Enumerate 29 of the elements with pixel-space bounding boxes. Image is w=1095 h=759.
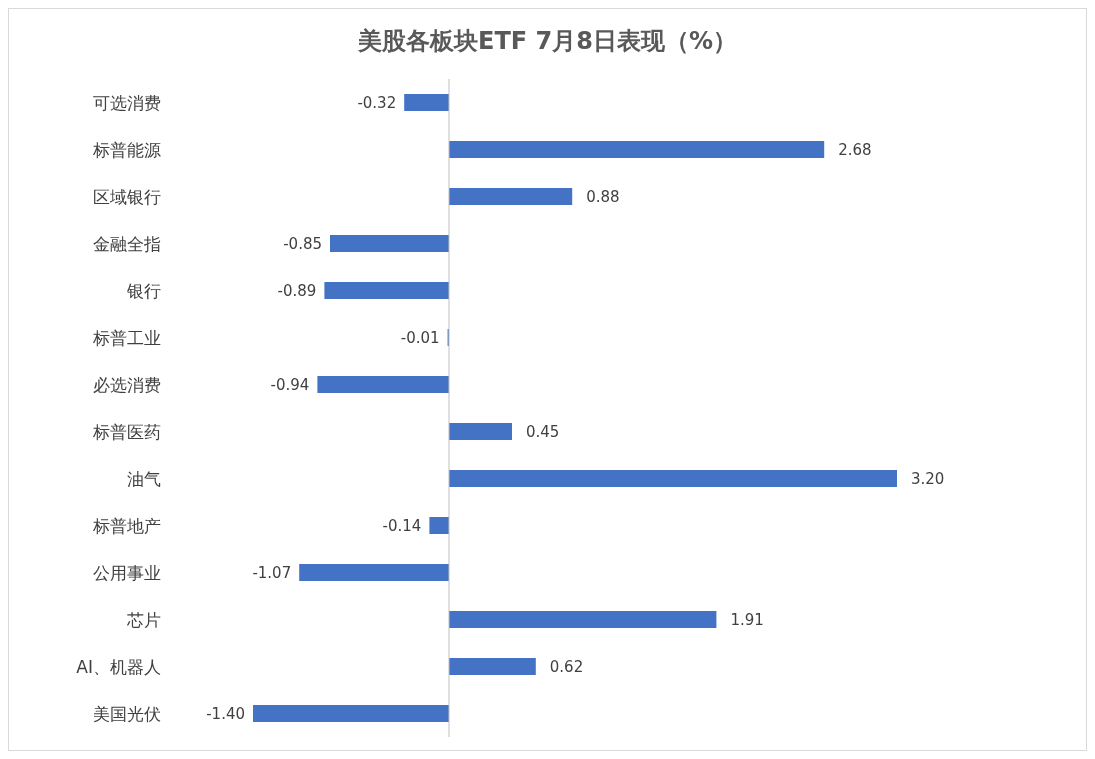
y-tick-label: 芯片 — [126, 609, 161, 630]
y-tick-label: 公用事业 — [93, 562, 161, 583]
data-label: 0.62 — [549, 657, 584, 676]
y-tick-label: 金融全指 — [93, 233, 161, 254]
data-label: -1.40 — [206, 704, 245, 723]
data-label: -0.85 — [283, 234, 322, 253]
y-tick-label: AI、机器人 — [76, 656, 161, 677]
data-label: -0.14 — [382, 516, 422, 535]
y-tick-label: 美国光伏 — [93, 703, 161, 724]
data-label: 3.20 — [911, 469, 945, 488]
y-tick-label: 油气 — [127, 468, 161, 489]
y-tick-label: 标普能源 — [92, 139, 161, 160]
y-tick-label: 标普地产 — [92, 515, 161, 536]
data-label: -1.07 — [252, 563, 292, 582]
y-tick-label: 必选消费 — [93, 374, 161, 395]
y-tick-label: 可选消费 — [93, 92, 161, 113]
data-label: 2.68 — [838, 140, 872, 159]
y-tick-label: 银行 — [126, 280, 161, 301]
y-tick-label: 区域银行 — [93, 186, 161, 207]
data-label: -0.94 — [270, 375, 310, 394]
data-label: -0.89 — [277, 281, 317, 300]
chart-title: 美股各板块ETF 7月8日表现（%） — [357, 26, 738, 57]
data-label: 1.91 — [730, 610, 764, 629]
y-tick-label: 标普医药 — [92, 421, 161, 442]
data-label: -0.01 — [400, 328, 440, 347]
data-label: -0.32 — [357, 93, 397, 112]
y-tick-label: 标普工业 — [92, 327, 161, 348]
data-label: 0.45 — [526, 422, 560, 441]
data-label: 0.88 — [586, 187, 620, 206]
